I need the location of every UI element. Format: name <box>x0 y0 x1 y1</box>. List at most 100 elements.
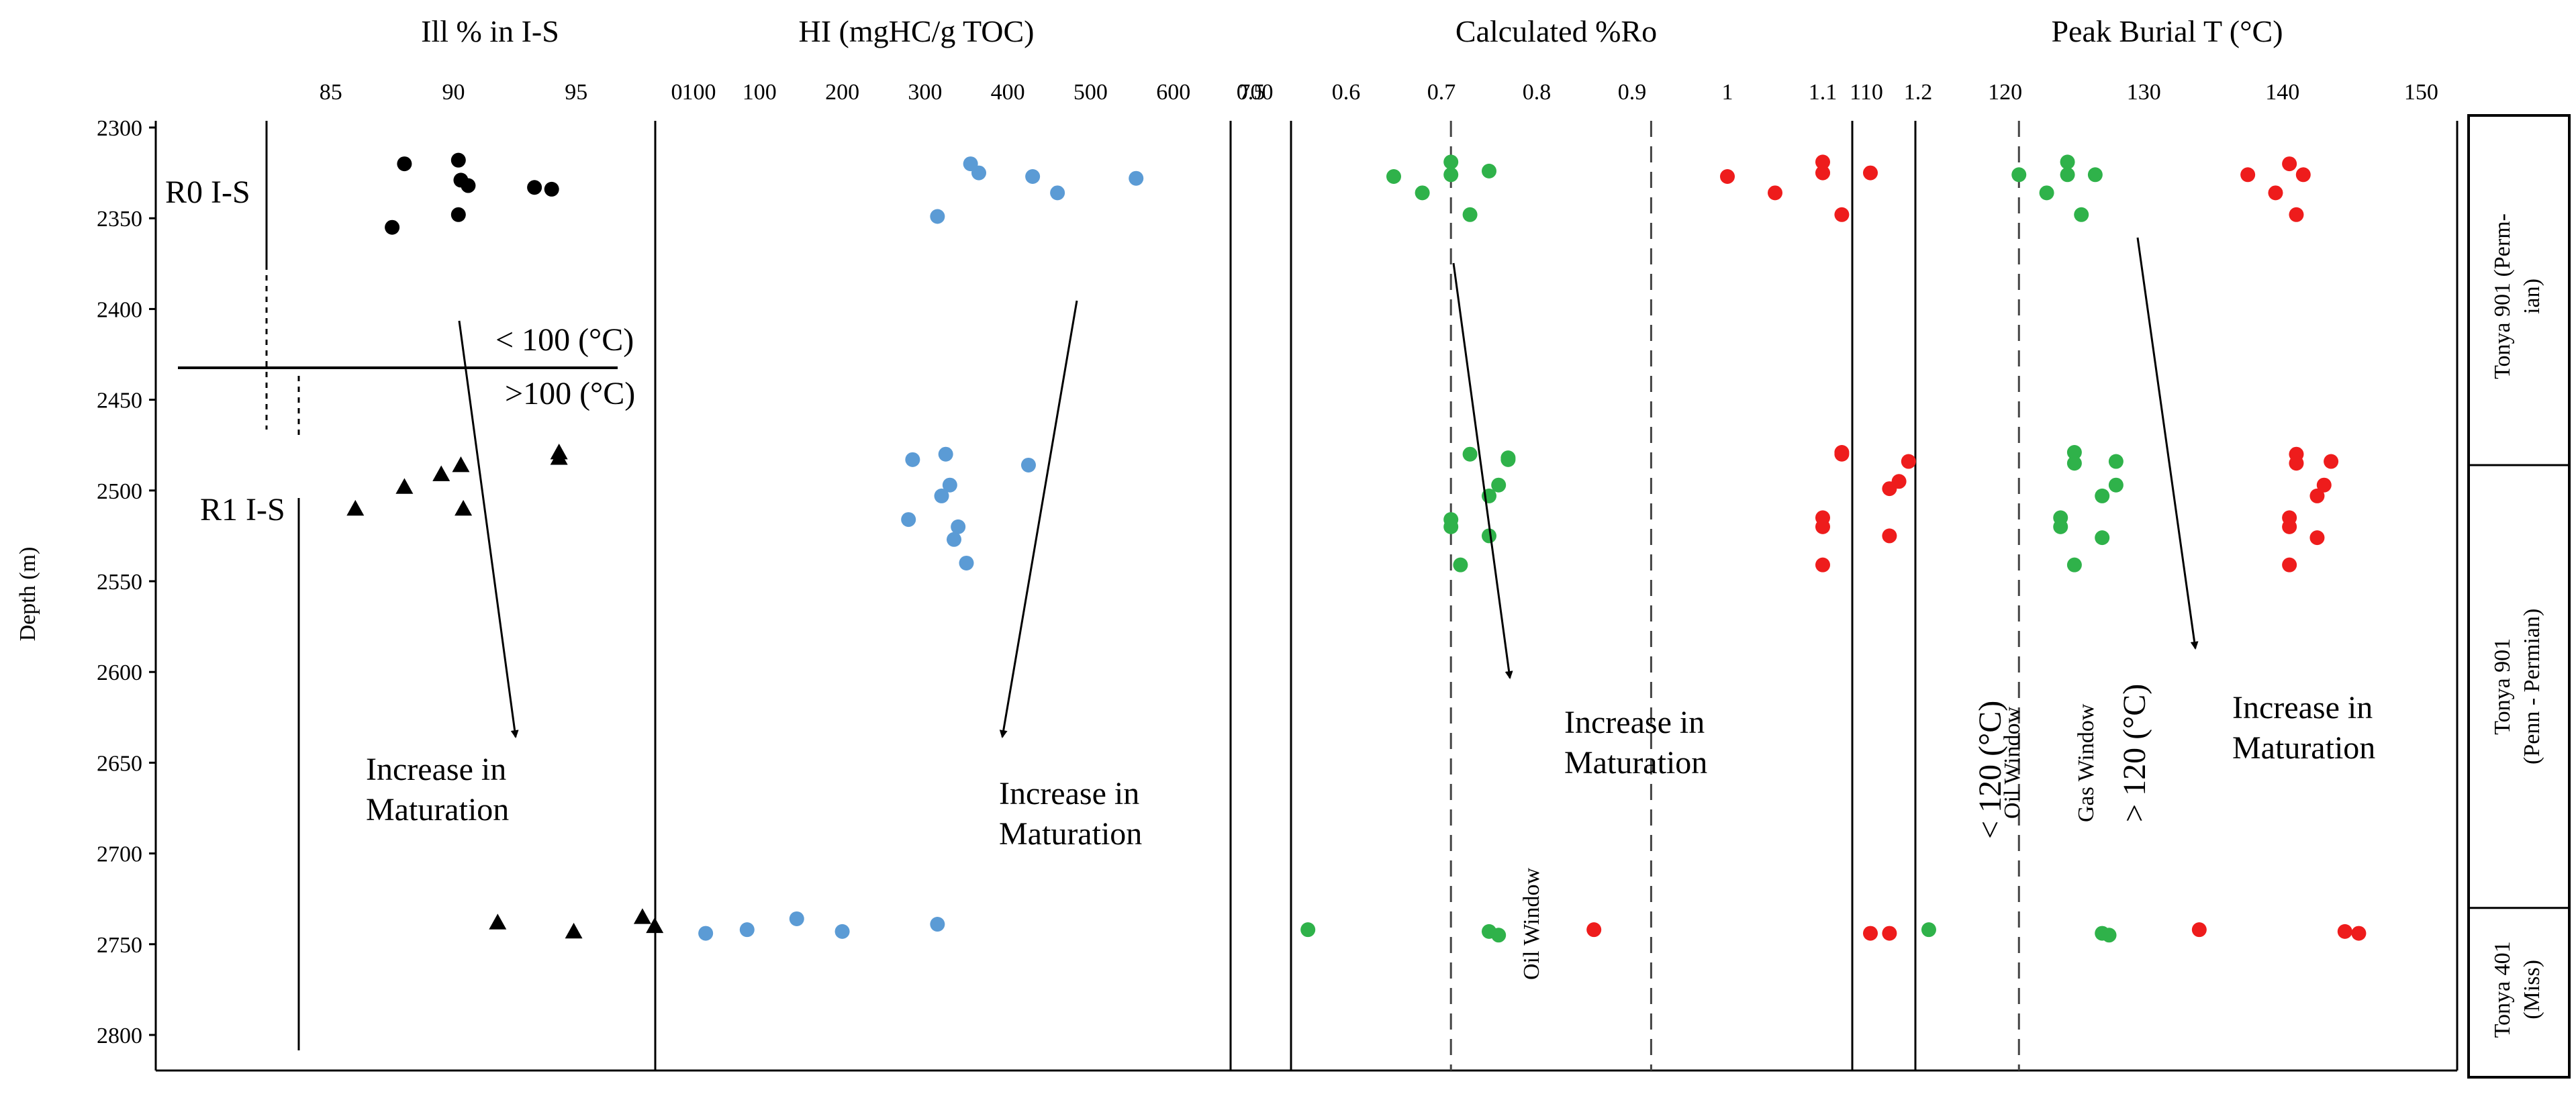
data-point-temp <box>2268 185 2283 201</box>
ill-maturation-1: Increase in <box>366 752 506 787</box>
data-point-ro <box>1500 452 1516 467</box>
data-point-hi <box>930 917 945 932</box>
data-point-ro <box>1482 163 1496 179</box>
x-tick-label-hi: 600 <box>1156 80 1190 105</box>
data-point-ro <box>1491 477 1507 493</box>
data-point-ill <box>455 499 473 516</box>
data-point-hi <box>947 532 962 547</box>
data-point-ro <box>1768 185 1782 201</box>
data-point-ill <box>395 478 414 494</box>
data-point-ro <box>1386 169 1401 185</box>
ro-oil-window-label: Oil Window <box>1519 867 1544 980</box>
x-tick-label-ro: 1.1 <box>1809 80 1838 105</box>
data-point-temp <box>2295 167 2311 183</box>
x-tick-label-hi: 200 <box>825 80 859 105</box>
temp-oil-window-label: Oil Window <box>2000 706 2025 819</box>
gas-window-label: Gas Window <box>2074 703 2099 822</box>
ill-maturation-2: Maturation <box>366 792 509 828</box>
data-point-hi <box>942 477 957 493</box>
arrow-ro <box>1452 262 1513 679</box>
data-point-ill <box>450 152 466 168</box>
x-tick-label-hi: 300 <box>908 80 942 105</box>
data-point-hi <box>1020 457 1036 473</box>
data-point-temp <box>2039 185 2054 201</box>
data-point-ill <box>346 499 365 516</box>
above-100-label: >100 (°C) <box>505 376 635 411</box>
data-point-temp <box>2324 454 2339 469</box>
data-point-hi <box>905 452 920 467</box>
x-tick-label-hi: 700 <box>1239 80 1274 105</box>
data-point-temp <box>2066 445 2082 460</box>
data-point-ro <box>1443 167 1459 183</box>
data-point-ill <box>544 181 559 197</box>
data-point-ro <box>1443 519 1459 534</box>
formation-intervals: Tonya 901 (Perm-ian) Tonya 901 (Penn - Per… <box>2469 213 2569 1038</box>
panel-title-hi: HI (mgHC/g TOC) <box>799 14 1035 48</box>
data-point-ill <box>452 456 470 473</box>
data-point-temp <box>2095 530 2110 546</box>
maturation-arrows <box>458 237 2199 738</box>
y-axis-label: Depth (m) <box>15 547 40 642</box>
data-point-hi <box>934 488 949 503</box>
data-point-ro <box>1453 557 1468 573</box>
x-tick-label-ro: 1.2 <box>1904 80 1933 105</box>
data-point-temp <box>2309 530 2325 546</box>
data-point-temp <box>2060 167 2075 183</box>
x-tick-label-temp: 110 <box>1850 80 1883 105</box>
x-tick-label-ill: 90 <box>442 80 465 105</box>
data-point-hi <box>901 512 916 528</box>
data-point-ro <box>1720 169 1735 185</box>
hi-maturation-1: Increase in <box>999 776 1139 811</box>
ro-maturation-1: Increase in <box>1564 705 1705 740</box>
data-point-ill <box>385 219 400 235</box>
data-point-ill <box>646 917 664 934</box>
data-points <box>346 152 2367 943</box>
data-point-hi <box>930 209 945 224</box>
data-point-ro <box>1834 207 1850 222</box>
above-120-label: > 120 (°C) <box>2117 684 2152 822</box>
data-point-hi <box>739 922 755 938</box>
arrow-hi <box>999 300 1078 738</box>
data-point-ro <box>1882 926 1897 941</box>
data-point-ro <box>1491 928 1507 943</box>
data-point-ro <box>1815 165 1830 181</box>
x-tick-label-temp: 140 <box>2265 80 2299 105</box>
data-point-ro <box>1882 528 1897 544</box>
data-point-ill <box>461 178 476 193</box>
data-point-temp <box>2337 924 2352 939</box>
arrow-temp <box>2136 237 2199 650</box>
data-point-temp <box>2101 928 2117 943</box>
x-tick-label-ro: 0.5 <box>1237 80 1266 105</box>
data-point-temp <box>2108 454 2124 469</box>
y-tick-label: 2650 <box>97 751 142 776</box>
data-point-temp <box>2282 557 2297 573</box>
data-point-temp <box>2087 167 2103 183</box>
data-point-ill <box>397 156 412 172</box>
data-point-hi <box>938 446 953 462</box>
data-point-temp <box>2095 488 2110 503</box>
guide-lines <box>1449 121 2020 1071</box>
formation-label: ian) <box>2520 279 2544 314</box>
data-point-temp <box>2351 926 2367 941</box>
data-point-hi <box>1050 185 1065 201</box>
data-point-temp <box>2066 456 2082 471</box>
x-tick-label-ro: 0.6 <box>1332 80 1361 105</box>
formation-label: (Miss) <box>2520 960 2544 1020</box>
temp-maturation-2: Maturation <box>2232 730 2375 766</box>
data-point-ro <box>1834 446 1850 462</box>
data-point-temp <box>2240 167 2256 183</box>
formation-label: Tonya 401 <box>2490 941 2515 1038</box>
data-point-ro <box>1300 922 1316 938</box>
r0-label: R0 I-S <box>165 175 250 210</box>
y-tick-label: 2500 <box>97 479 142 504</box>
plot-frame <box>154 121 2459 1072</box>
data-point-temp <box>2191 922 2207 938</box>
data-point-ro <box>1586 922 1602 938</box>
formation-label: Tonya 901 (Perm- <box>2490 213 2515 379</box>
y-tick-label: 2400 <box>97 297 142 322</box>
data-point-temp <box>2108 477 2124 493</box>
data-point-ro <box>1863 165 1878 181</box>
data-point-temp <box>2074 207 2089 222</box>
